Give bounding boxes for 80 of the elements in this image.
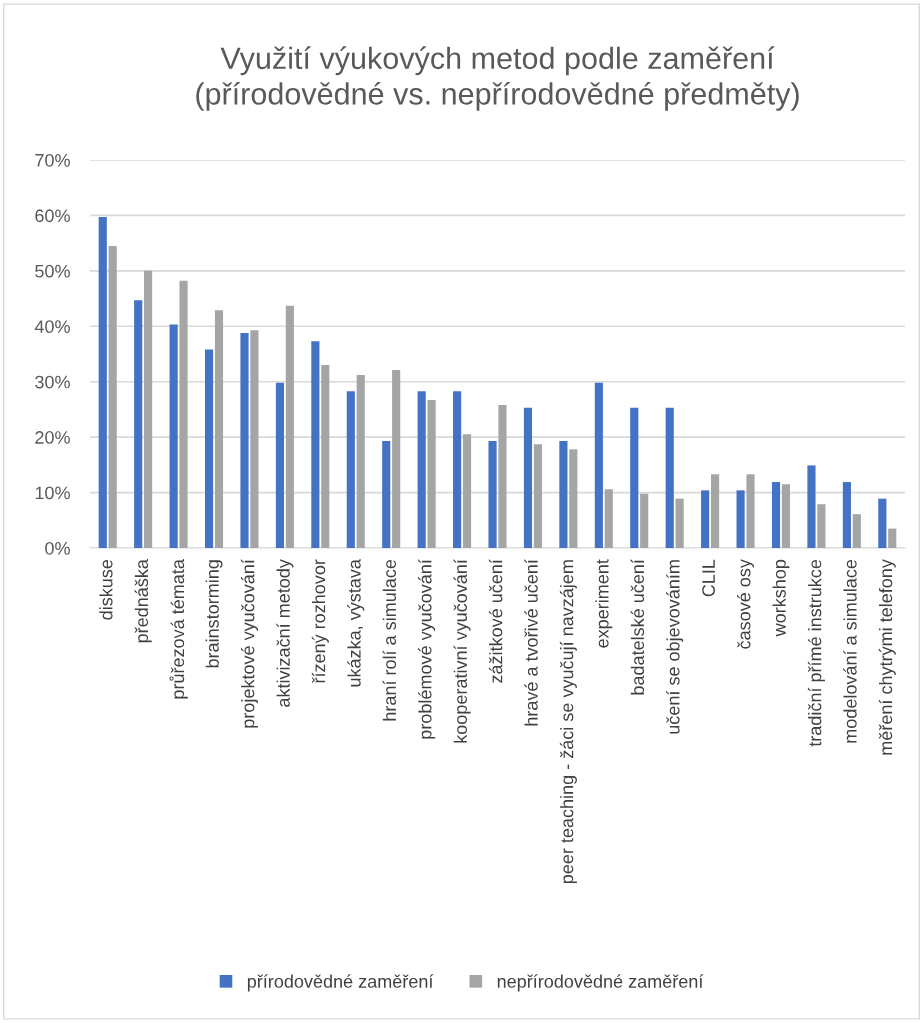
bar	[250, 330, 259, 548]
bar	[771, 482, 781, 548]
bar	[462, 434, 472, 548]
x-tick-label: problémové vyučování	[418, 559, 436, 739]
y-tick-label: 30%	[35, 375, 70, 389]
x-tick-label: ukázka, výstava	[347, 559, 365, 687]
bar	[240, 332, 249, 548]
bar	[285, 305, 294, 548]
legend-label: přírodovědné zaměření	[247, 974, 434, 992]
x-tick-label: zážitkové učení	[488, 559, 503, 683]
y-tick-label: 40%	[34, 320, 70, 334]
bar	[427, 400, 436, 548]
y-tick-label: 10%	[35, 486, 70, 500]
y-tick-label: 50%	[35, 264, 70, 278]
bar	[275, 382, 285, 548]
bar	[382, 441, 391, 548]
bar	[311, 341, 320, 548]
bar	[498, 404, 507, 548]
bar	[392, 370, 401, 548]
legend-label: nepřírodovědné zaměření	[497, 974, 704, 992]
bar	[736, 490, 745, 548]
x-tick-label: peer teaching - žáci se vyučují navzájem	[559, 560, 577, 884]
bar	[108, 245, 117, 548]
bar	[675, 498, 684, 548]
bar	[559, 441, 568, 548]
bar	[134, 300, 143, 548]
bar	[746, 474, 755, 548]
bar	[488, 441, 497, 548]
bar	[630, 407, 639, 548]
bar	[179, 280, 188, 548]
x-tick-label: hraní rolí a simulace	[382, 559, 397, 721]
bar	[356, 375, 365, 548]
y-tick-label: 0%	[45, 541, 70, 555]
y-tick-label: 70%	[35, 153, 70, 167]
bar	[346, 391, 355, 548]
bar	[523, 407, 533, 548]
bar	[453, 391, 462, 548]
x-tick-label: průřezová témata	[169, 559, 188, 699]
bar	[888, 528, 897, 548]
x-tick-label: časové osy	[737, 559, 755, 649]
bar	[710, 474, 720, 548]
x-tick-label: kooperativní vyučování	[453, 559, 471, 743]
bar	[569, 449, 578, 548]
x-tick-label: diskuse	[99, 559, 113, 620]
x-tick-label: měření chytrými telefony	[878, 559, 896, 755]
bar	[204, 349, 214, 548]
bar	[98, 217, 107, 548]
x-tick-label: projektové vyučování	[240, 559, 258, 728]
bar	[417, 391, 426, 548]
bar	[604, 489, 613, 548]
bar	[533, 444, 542, 548]
x-tick-label: tradiční přímé instrukce	[807, 559, 825, 747]
bar	[169, 324, 178, 548]
y-tick-label: 60%	[35, 209, 70, 223]
x-tick-label: workshop	[772, 559, 790, 637]
x-tick-label: experiment	[595, 559, 613, 648]
x-tick-label: modelování a simulace	[843, 559, 857, 743]
bar	[594, 382, 603, 548]
bar	[842, 482, 851, 548]
bar	[321, 365, 330, 548]
bar	[878, 498, 887, 548]
x-tick-label: CLIL	[702, 559, 715, 597]
bar	[640, 493, 649, 548]
bar	[144, 270, 153, 548]
bar	[852, 514, 861, 548]
bar	[781, 484, 791, 548]
bar	[807, 465, 816, 548]
x-tick-label: aktivizační metody	[276, 559, 294, 707]
chart-title: Využití výukových metod podle zaměření (přírodovědné vs. nepřírodovědné předměty)	[196, 46, 799, 111]
x-tick-label: hravé a tvořivé učení	[524, 559, 538, 726]
x-tick-label: brainstorming	[205, 560, 223, 668]
bar	[817, 504, 826, 548]
x-tick-label: badatelské učení	[630, 559, 645, 695]
y-tick-label: 20%	[35, 431, 70, 444]
x-tick-label: přednáška	[134, 559, 152, 643]
x-tick-label: učení se objevováním	[666, 560, 684, 734]
bar	[665, 407, 674, 548]
bar	[214, 310, 224, 548]
bar	[701, 490, 710, 548]
x-tick-label: řízený rozhovor	[311, 559, 329, 684]
